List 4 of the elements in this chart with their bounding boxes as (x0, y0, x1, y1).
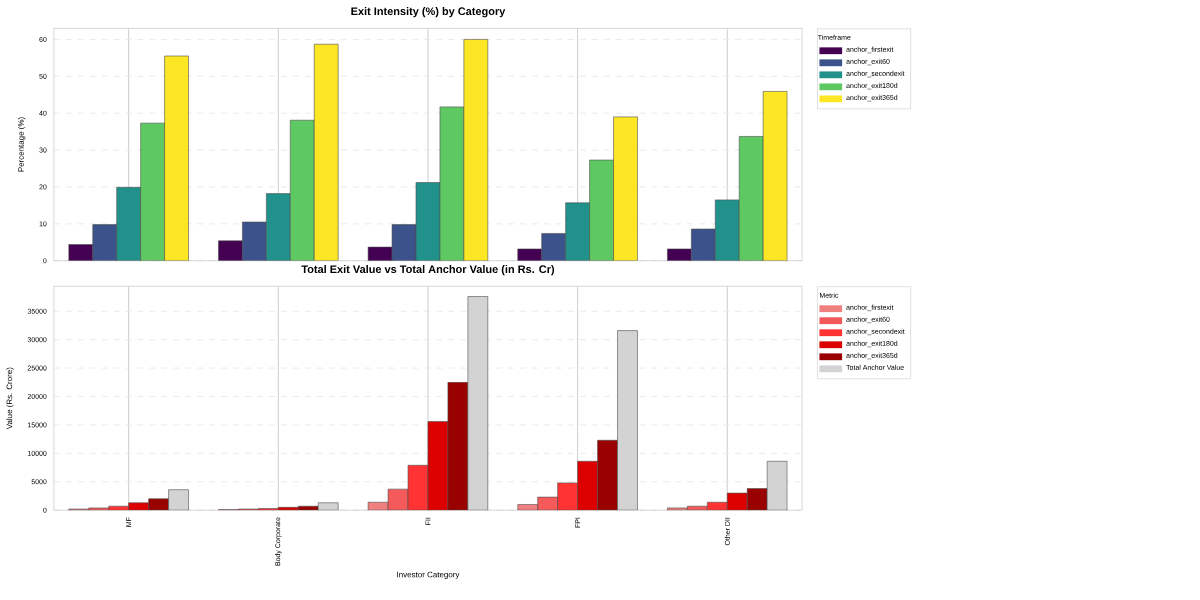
bar (541, 233, 566, 261)
bar (242, 221, 267, 261)
bar (92, 224, 118, 261)
bar (691, 228, 716, 261)
